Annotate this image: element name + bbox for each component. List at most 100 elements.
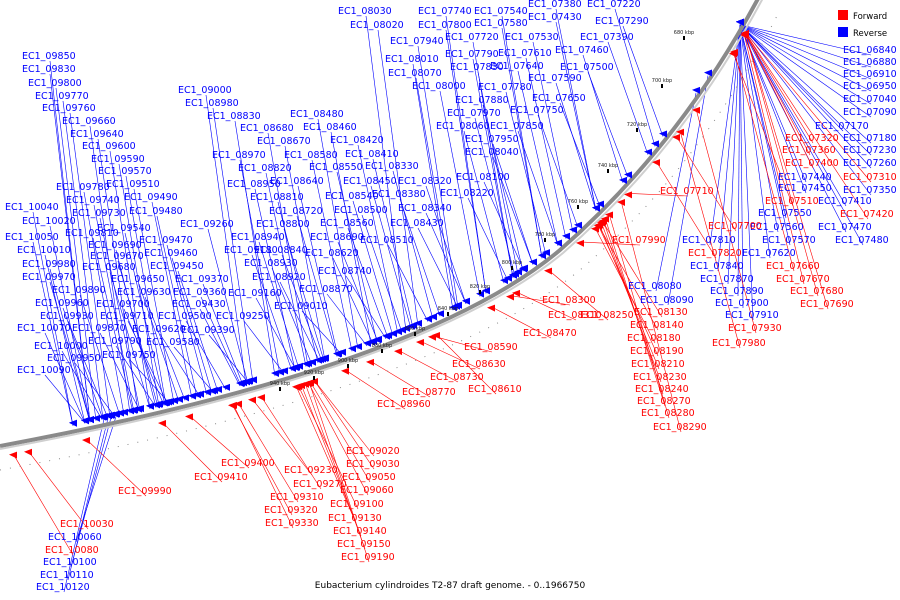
connector-ec1-09160 <box>255 297 297 370</box>
connector-ec1-09470 <box>166 244 208 395</box>
gene-label-ec1-07830: EC1_07830 <box>450 62 504 73</box>
gene-label-ec1-08380: EC1_08380 <box>372 189 426 200</box>
connector-ec1-09990 <box>85 438 147 497</box>
feature-ec1-07500 <box>624 171 632 179</box>
connector-ec1-09670 <box>117 260 159 407</box>
feature-ec1-08630 <box>416 339 424 347</box>
gene-label-ec1-08730: EC1_08730 <box>430 372 484 383</box>
gene-label-ec1-08320: EC1_08320 <box>398 176 452 187</box>
connector-ec1-09490 <box>151 201 193 399</box>
connector-ec1-09430 <box>199 308 241 387</box>
gene-label-ec1-08590: EC1_08590 <box>464 342 518 353</box>
feature-ec1-07850 <box>554 239 562 247</box>
connector-ec1-10110 <box>67 418 109 581</box>
tick-label: 840 kbp <box>438 306 458 312</box>
feature-ec1-08620 <box>369 337 377 345</box>
gene-label-ec1-07180: EC1_07180 <box>843 133 897 144</box>
connector-ec1-08410 <box>372 158 414 329</box>
connector-ec1-09230 <box>251 398 313 476</box>
connector-ec1-09680 <box>109 271 151 409</box>
tick-mark <box>313 376 315 380</box>
tick-label: 780 kbp <box>535 232 555 238</box>
gene-label-ec1-10050: EC1_10050 <box>5 232 59 243</box>
genome-backbone-shadow <box>0 0 764 450</box>
connector-ec1-08540 <box>352 200 394 337</box>
gene-label-ec1-09970: EC1_09970 <box>22 272 76 283</box>
connector-ec1-07750 <box>537 114 579 228</box>
connector-ec1-10040 <box>32 211 74 426</box>
connector-ec1-07440 <box>739 24 807 183</box>
gene-label-ec1-09050: EC1_09050 <box>342 472 396 483</box>
gene-label-ec1-09590: EC1_09590 <box>91 154 145 165</box>
gene-label-ec1-07810: EC1_07810 <box>682 235 736 246</box>
gene-label-ec1-07820: EC1_07820 <box>688 248 742 259</box>
connector-ec1-08630 <box>419 340 481 370</box>
gene-label-ec1-09620: EC1_09620 <box>132 324 186 335</box>
connector-ec1-09250 <box>243 320 285 374</box>
feature-ec1-07750 <box>574 221 582 229</box>
gene-label-ec1-08420: EC1_08420 <box>330 135 384 146</box>
gene-label-ec1-10120: EC1_10120 <box>36 582 90 593</box>
feature-ec1-08450 <box>407 322 415 330</box>
connector-ec1-07690 <box>744 32 829 310</box>
gene-label-ec1-07230: EC1_07230 <box>843 145 897 156</box>
gene-features <box>9 18 749 459</box>
gene-label-ec1-07790: EC1_07790 <box>445 49 499 60</box>
connector-ec1-08060 <box>463 130 505 284</box>
gene-label-ec1-08950: EC1_08950 <box>227 179 281 190</box>
gene-label-ec1-07610: EC1_07610 <box>498 48 552 59</box>
feature-ec1-09410 <box>158 419 166 427</box>
gene-label-ec1-09250: EC1_09250 <box>216 311 270 322</box>
connector-ec1-10090 <box>44 374 86 424</box>
gene-label-ec1-09490: EC1_09490 <box>124 192 178 203</box>
feature-ec1-10080 <box>9 451 17 459</box>
gene-label-ec1-09100: EC1_09100 <box>330 499 384 510</box>
gene-label-ec1-08090: EC1_08090 <box>640 295 694 306</box>
connector-ec1-09480 <box>156 215 198 398</box>
connector-ec1-07710 <box>627 193 689 197</box>
connector-ec1-07820 <box>655 160 717 259</box>
gene-label-ec1-06910: EC1_06910 <box>843 69 897 80</box>
feature-ec1-07820 <box>652 159 660 167</box>
connector-ec1-08950 <box>254 188 296 371</box>
gene-label-ec1-09570: EC1_09570 <box>98 166 152 177</box>
gene-label-ec1-09600: EC1_09600 <box>82 141 136 152</box>
connector-ec1-07510 <box>732 52 794 207</box>
connector-ec1-07410 <box>739 24 847 207</box>
gene-label-ec1-10040: EC1_10040 <box>5 202 59 213</box>
gene-label-ec1-09660: EC1_09660 <box>62 116 116 127</box>
gene-label-ec1-07590: EC1_07590 <box>528 73 582 84</box>
feature-ec1-07690 <box>741 30 749 38</box>
gene-label-ec1-07930: EC1_07930 <box>728 323 782 334</box>
connector-ec1-09810 <box>92 237 134 413</box>
connector-ec1-06910 <box>739 24 872 80</box>
connector-ec1-07090 <box>739 24 872 118</box>
gene-label-ec1-07650: EC1_07650 <box>532 93 586 104</box>
connector-ec1-07590 <box>555 82 597 211</box>
gene-label-ec1-08210: EC1_08210 <box>631 359 685 370</box>
connector-ec1-08980 <box>212 107 254 383</box>
connector-ec1-07400 <box>744 31 814 169</box>
gene-label-ec1-08680: EC1_08680 <box>240 123 294 134</box>
feature-ec1-07800 <box>482 287 490 295</box>
feature-ec1-07650 <box>596 200 604 208</box>
connector-ec1-09020 <box>313 379 375 457</box>
gene-label-ec1-07510: EC1_07510 <box>765 196 819 207</box>
connector-ec1-09570 <box>125 175 167 406</box>
connector-ec1-08840 <box>281 254 323 362</box>
gene-label-ec1-09470: EC1_09470 <box>139 235 193 246</box>
gene-label-ec1-08670: EC1_08670 <box>257 136 311 147</box>
gene-label-ec1-08510: EC1_08510 <box>360 235 414 246</box>
feature-ec1-08730 <box>394 348 402 356</box>
feature-ec1-09810 <box>129 406 137 414</box>
gene-label-ec1-08960: EC1_08960 <box>377 399 431 410</box>
connector-ec1-08720 <box>296 215 338 357</box>
tick-label: 860 kbp <box>405 326 425 332</box>
gene-label-ec1-07350: EC1_07350 <box>843 185 897 196</box>
connector-ec1-07880 <box>482 104 524 272</box>
feature-ec1-07580 <box>538 252 546 260</box>
gene-label-ec1-09310: EC1_09310 <box>270 492 324 503</box>
connector-ec1-08340 <box>425 212 467 304</box>
gene-label-ec1-06950: EC1_06950 <box>843 81 897 92</box>
